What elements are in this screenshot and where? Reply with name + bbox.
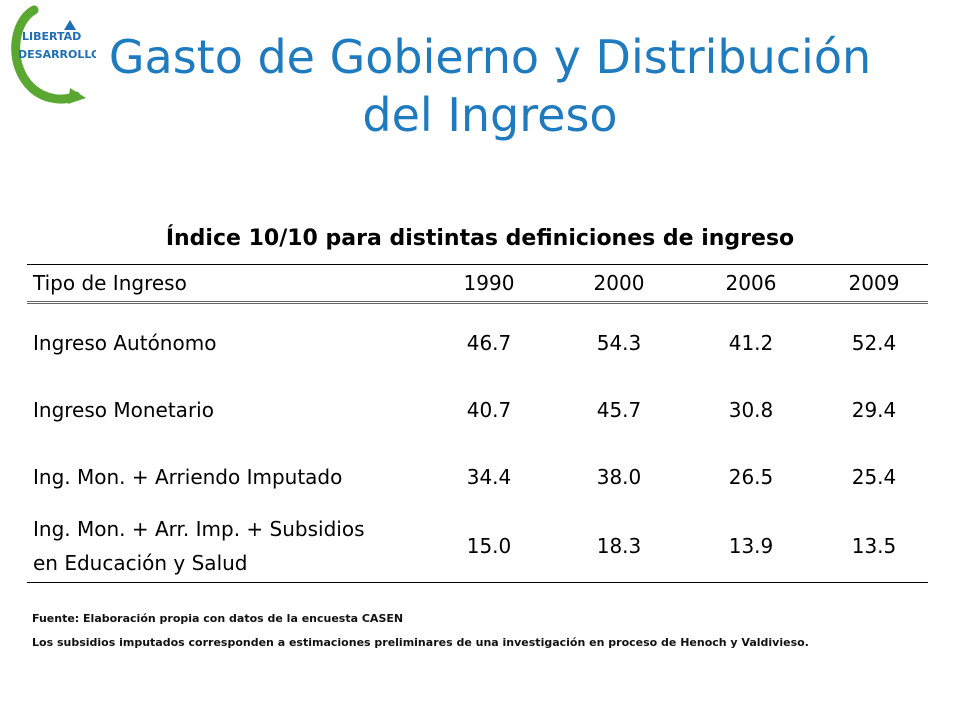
cell-value: 25.4 xyxy=(851,465,897,489)
logo-text-line2: DESARROLLO xyxy=(18,48,96,61)
cell-value: 46.7 xyxy=(466,331,512,355)
logo-text-line1: LIBERTAD xyxy=(22,30,81,43)
table-header-row: Tipo de Ingreso 1990 2000 2006 2009 xyxy=(27,264,928,304)
row-label: Ingreso Monetario xyxy=(33,398,214,422)
income-index-table: Tipo de Ingreso 1990 2000 2006 2009 Ingr… xyxy=(27,264,928,583)
cell-value: 15.0 xyxy=(422,510,550,583)
cell-value: 18.3 xyxy=(550,510,682,583)
subsidy-note: Los subsidios imputados corresponden a e… xyxy=(32,636,809,649)
libertad-desarrollo-logo: LIBERTAD DESARROLLO xyxy=(4,4,100,106)
cell-value: 54.3 xyxy=(596,331,642,355)
table-caption: Índice 10/10 para distintas definiciones… xyxy=(165,226,795,251)
row-label-line1: Ing. Mon. + Arr. Imp. + Subsidios xyxy=(33,517,365,541)
header-tipo-ingreso: Tipo de Ingreso xyxy=(27,264,422,304)
row-label: Ing. Mon. + Arr. Imp. + Subsidios en Edu… xyxy=(27,510,422,583)
cell-value: 45.7 xyxy=(596,398,642,422)
cell-value: 38.0 xyxy=(596,465,642,489)
row-label: Ingreso Autónomo xyxy=(33,331,217,355)
table-row: Ingreso Autónomo 46.7 54.3 41.2 52.4 xyxy=(27,303,928,377)
table-row: Ingreso Monetario 40.7 45.7 30.8 29.4 xyxy=(27,376,928,444)
cell-value: 13.9 xyxy=(682,510,814,583)
row-label-line2: en Educación y Salud xyxy=(33,551,248,575)
row-label: Ing. Mon. + Arriendo Imputado xyxy=(33,465,343,489)
source-note: Fuente: Elaboración propia con datos de … xyxy=(32,612,404,625)
cell-value: 40.7 xyxy=(466,398,512,422)
table-row: Ing. Mon. + Arriendo Imputado 34.4 38.0 … xyxy=(27,444,928,510)
cell-value: 30.8 xyxy=(728,398,774,422)
slide-title: Gasto de Gobierno y Distribución del Ing… xyxy=(108,30,872,142)
cell-value: 13.5 xyxy=(814,510,928,583)
header-year-2006: 2006 xyxy=(682,264,814,304)
cell-value: 29.4 xyxy=(851,398,897,422)
header-year-2000: 2000 xyxy=(550,264,682,304)
header-year-1990: 1990 xyxy=(422,264,550,304)
header-year-2009: 2009 xyxy=(814,264,928,304)
cell-value: 26.5 xyxy=(728,465,774,489)
cell-value: 52.4 xyxy=(851,331,897,355)
cell-value: 34.4 xyxy=(466,465,512,489)
cell-value: 41.2 xyxy=(728,331,774,355)
table-row: Ing. Mon. + Arr. Imp. + Subsidios en Edu… xyxy=(27,510,928,583)
